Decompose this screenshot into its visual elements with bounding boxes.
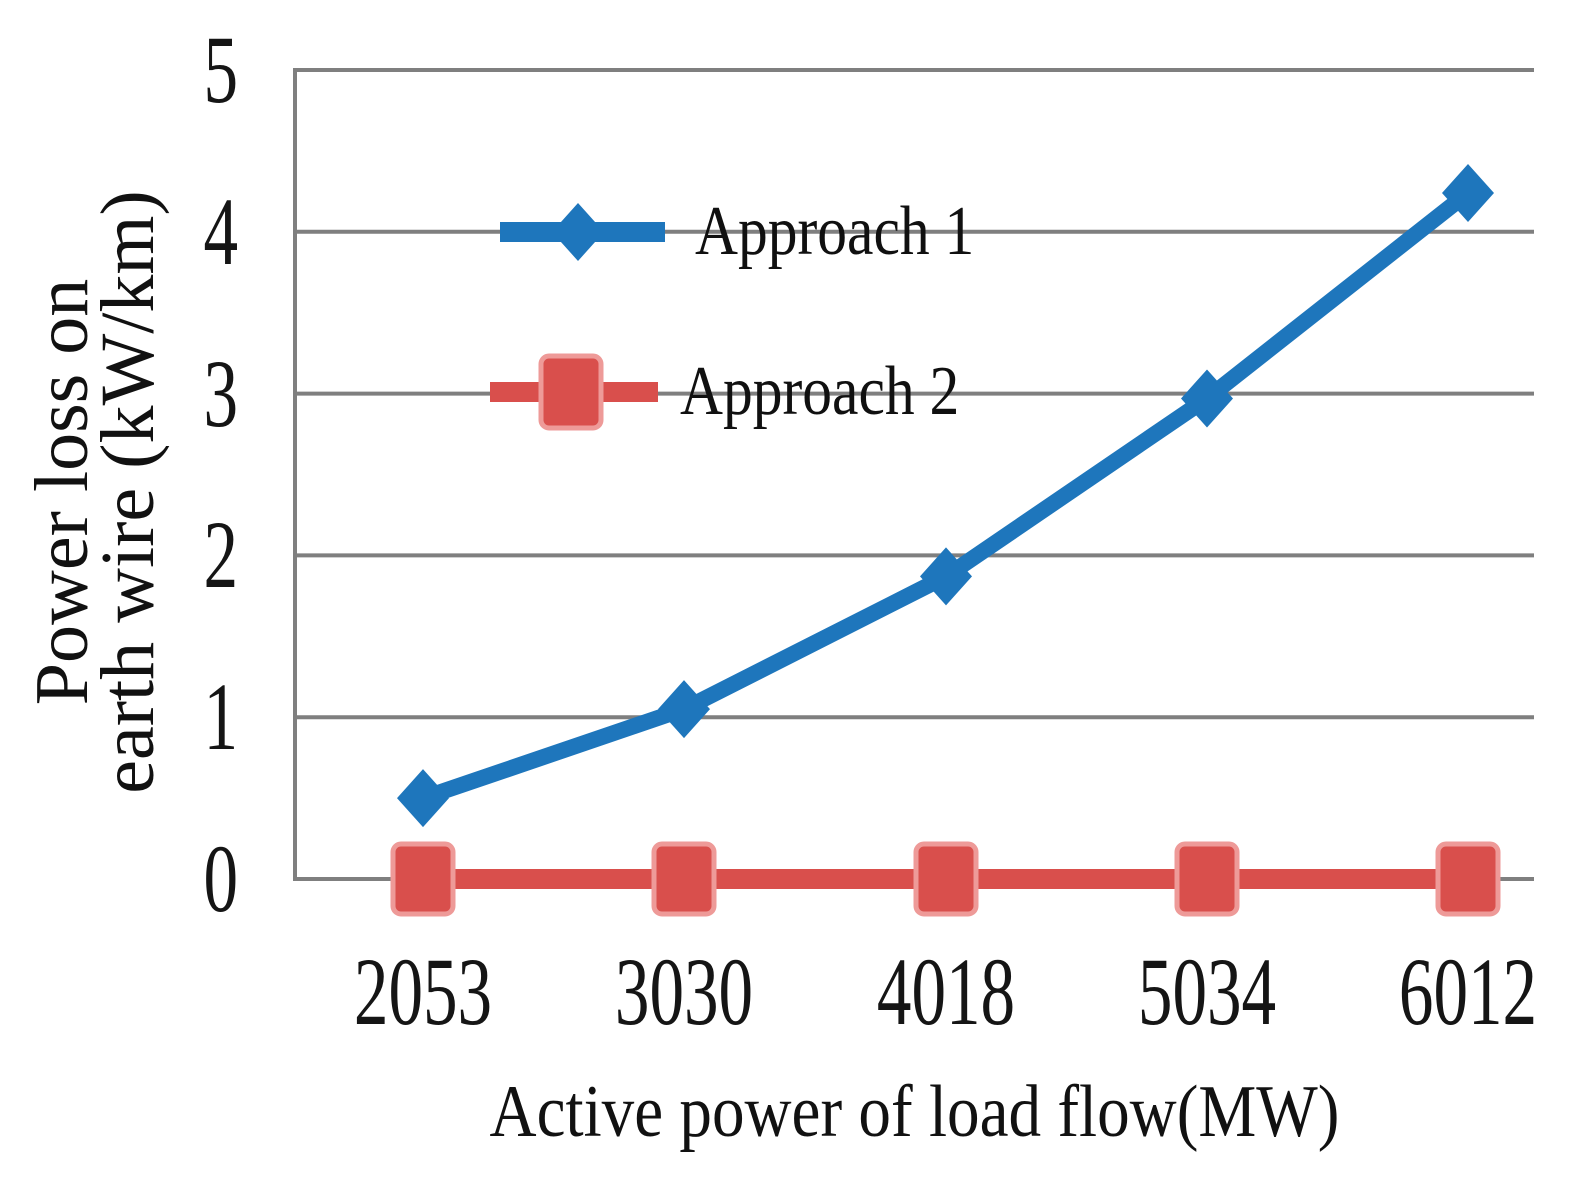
y-tick-label: 5 — [203, 16, 238, 123]
legend-item-approach-2: Approach 2 — [490, 352, 1009, 432]
square-marker-icon — [390, 841, 456, 917]
x-tick-label: 3030 — [614, 938, 754, 1045]
diamond-marker-icon — [1442, 163, 1494, 222]
diamond-marker-icon — [658, 680, 710, 739]
square-marker-icon — [913, 841, 979, 917]
legend-label-approach-2: Approach 2 — [680, 353, 960, 430]
y-tick-label: 4 — [203, 177, 238, 285]
y-tick-label: 3 — [203, 339, 238, 447]
square-marker-icon — [1174, 841, 1240, 917]
square-marker-icon — [538, 353, 604, 431]
diamond-marker-icon — [397, 769, 449, 828]
diamond-marker-icon — [1181, 369, 1233, 428]
x-tick-label: 4018 — [876, 938, 1016, 1045]
series-line-1 — [415, 184, 1476, 807]
square-marker-icon — [651, 841, 717, 917]
x-tick-label: 6012 — [1398, 938, 1538, 1045]
y-tick-label: 1 — [203, 663, 238, 771]
diamond-marker-icon — [552, 203, 604, 261]
legend-marker-approach-2 — [490, 353, 658, 431]
x-tick-label: 2053 — [353, 938, 493, 1045]
y-tick-label: 2 — [203, 501, 238, 609]
y-tick-label: 0 — [203, 825, 238, 932]
x-tick-label: 5034 — [1137, 938, 1277, 1045]
x-axis-title: Active power of load flow(MW) — [489, 1071, 1340, 1153]
square-marker-icon — [1435, 841, 1501, 917]
legend-item-approach-1: Approach 1 — [500, 193, 1024, 270]
legend-label-approach-1: Approach 1 — [695, 193, 975, 270]
legend-marker-approach-1 — [500, 203, 665, 261]
diamond-marker-icon — [920, 547, 972, 606]
